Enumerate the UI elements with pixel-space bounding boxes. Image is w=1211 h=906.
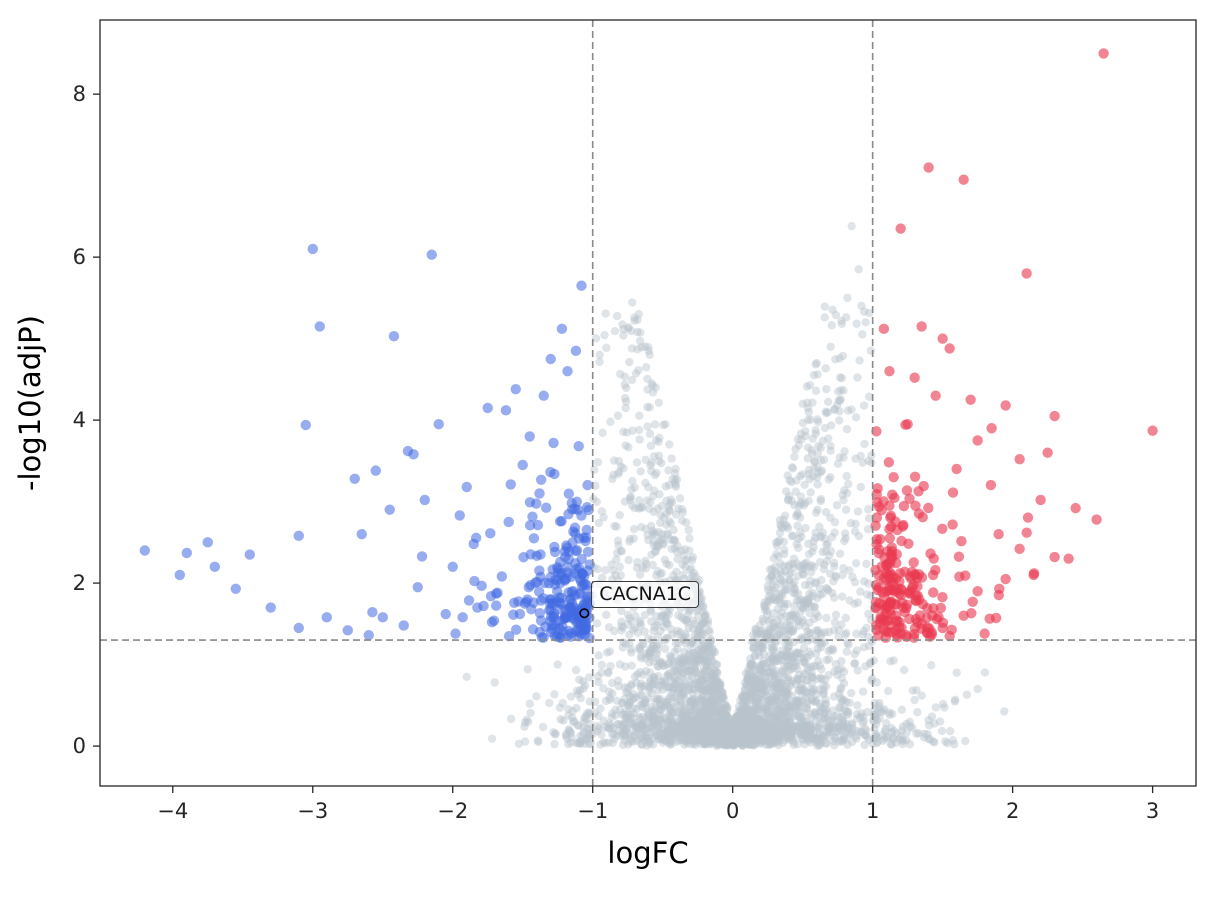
x-tick-label: −3: [297, 799, 329, 823]
y-tick-label: 4: [72, 408, 86, 433]
gene-annotation-label: CACNA1C: [591, 581, 700, 609]
y-tick-label: 2: [72, 571, 86, 596]
x-tick-label: −1: [577, 799, 609, 823]
y-axis-label: -log10(adjP): [13, 315, 47, 491]
x-tick-label: −4: [157, 799, 189, 823]
gene-annotation-text: CACNA1C: [599, 583, 692, 606]
y-tick-label: 8: [72, 82, 86, 107]
x-tick-label: 3: [1145, 799, 1160, 823]
x-tick-label: 0: [725, 799, 740, 823]
x-axis-label: logFC: [607, 836, 689, 870]
y-tick-label: 0: [72, 734, 86, 759]
x-tick-label: 1: [865, 799, 880, 823]
y-tick-label: 6: [72, 245, 86, 270]
x-tick-label: −2: [437, 799, 469, 823]
x-tick-label: 2: [1005, 799, 1020, 823]
